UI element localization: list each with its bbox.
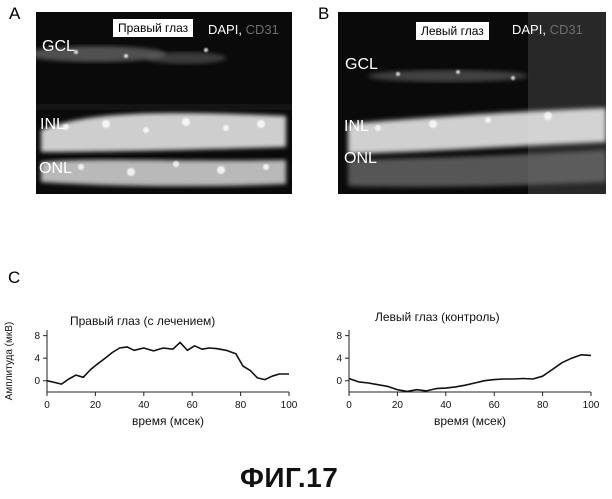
stain-dapi-b: DAPI, <box>512 22 546 37</box>
stain-cd31-a: CD31 <box>246 22 279 37</box>
right-eye-label: Правый глаз <box>113 19 193 37</box>
stain-dapi-a: DAPI, <box>208 22 242 37</box>
x-tick-label: 60 <box>187 400 199 411</box>
y-tick-label: 8 <box>336 331 342 342</box>
y-tick-label: 8 <box>34 331 40 342</box>
x-tick-label: 80 <box>537 400 549 411</box>
y-tick-label: 0 <box>34 376 40 387</box>
x-tick-label: 20 <box>90 400 102 411</box>
panel-c-letter: C <box>8 268 20 288</box>
layer-onl-a: ONL <box>39 160 72 178</box>
chart-1: 0 20 40 60 80 100 0 4 8 время (мсек) <box>336 330 599 428</box>
left-eye-label: Левый глаз <box>416 22 489 40</box>
y-axis-label: Амплитуда (мкВ) <box>4 322 15 401</box>
stain-label-a: DAPI, CD31 <box>208 22 279 37</box>
y-tick-label: 4 <box>34 354 40 365</box>
x-tick-label: 80 <box>235 400 247 411</box>
x-tick-label: 40 <box>138 400 150 411</box>
y-tick-label: 4 <box>336 354 342 365</box>
layer-inl-b: INL <box>344 118 369 136</box>
amplitude-series-line <box>349 355 591 392</box>
x-axis-label: время (мсек) <box>132 414 204 428</box>
layer-gcl-a: GCL <box>42 38 75 56</box>
chart-right-title: Правый глаз (с лечением) <box>70 314 215 328</box>
x-tick-label: 0 <box>44 400 50 411</box>
panel-a-letter: A <box>9 4 20 24</box>
figure-label: ФИГ.17 <box>240 462 338 494</box>
chart-0: 0 20 40 60 80 100 0 4 8 время (мсек) Амплитуда (мк… <box>4 322 298 428</box>
x-axis-label: время (мсек) <box>434 414 506 428</box>
x-tick-label: 100 <box>583 400 600 411</box>
stain-cd31-b: CD31 <box>550 22 583 37</box>
stain-label-b: DAPI, CD31 <box>512 22 583 37</box>
x-tick-label: 0 <box>346 400 352 411</box>
layer-gcl-b: GCL <box>345 56 378 74</box>
x-tick-label: 100 <box>281 400 298 411</box>
panel-b-letter: B <box>318 4 329 24</box>
layer-inl-a: INL <box>40 116 65 134</box>
x-tick-label: 20 <box>392 400 404 411</box>
x-tick-label: 40 <box>440 400 452 411</box>
x-tick-label: 60 <box>489 400 501 411</box>
chart-left-title: Левый глаз (контроль) <box>375 310 500 324</box>
y-tick-label: 0 <box>336 376 342 387</box>
amplitude-series-line <box>47 342 289 384</box>
layer-onl-b: ONL <box>344 150 377 168</box>
